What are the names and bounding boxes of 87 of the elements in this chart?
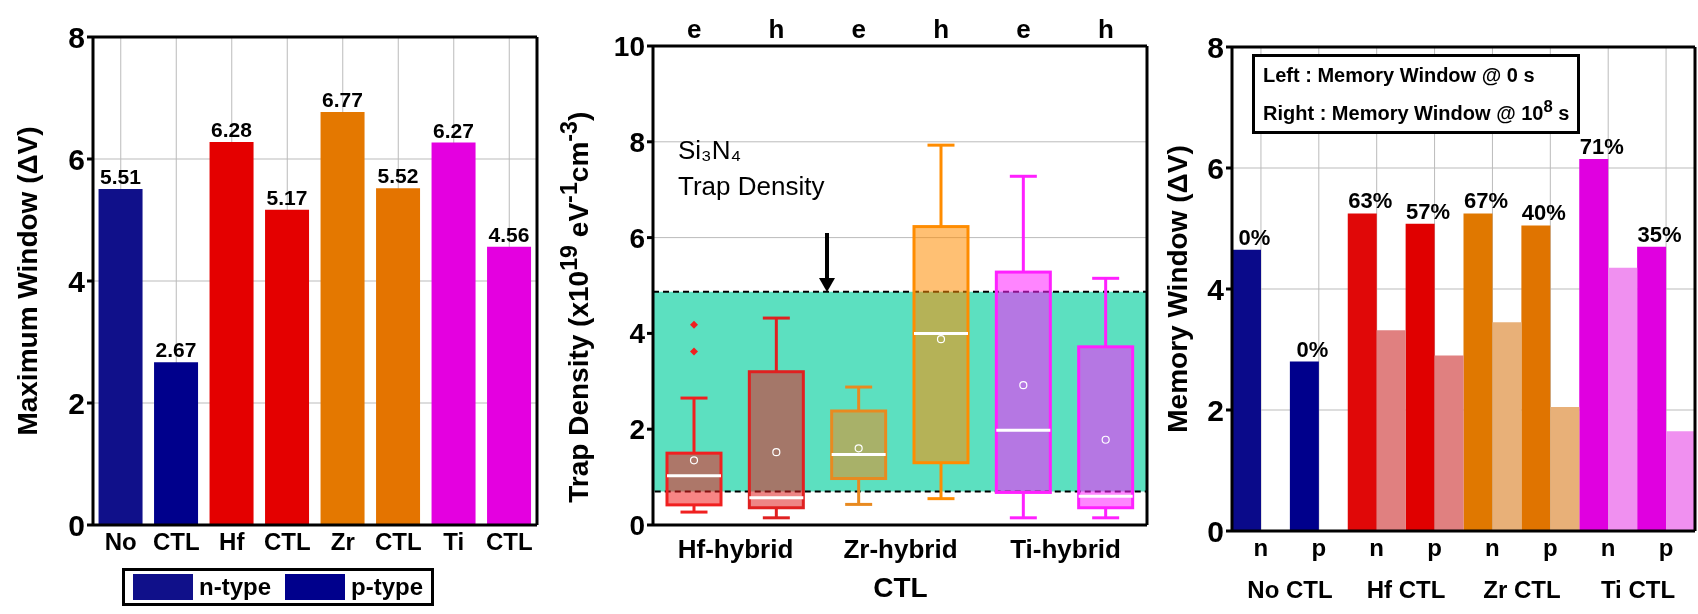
x-tick-label: n — [1369, 534, 1385, 562]
x-tick-label: p — [1311, 534, 1327, 562]
x-tick-label: e — [1016, 14, 1031, 44]
y-tick-label: 2 — [68, 386, 85, 420]
bar — [1376, 330, 1406, 531]
bar — [320, 112, 365, 525]
x-tick-label: Zr — [330, 528, 355, 556]
x-tick-label: p — [1542, 534, 1558, 562]
x-tick-label: CTL — [374, 528, 422, 556]
data-label: 5.51 — [100, 164, 142, 188]
text: Hf CTL — [1366, 576, 1446, 603]
x-tick-label: h — [1097, 14, 1114, 44]
y-tick-label: 2 — [629, 414, 645, 446]
legend-label: n-type — [199, 573, 271, 601]
text: Zr CTL — [1483, 576, 1561, 603]
x-tick-label: n — [1485, 534, 1500, 562]
data-label: 6.28 — [211, 117, 253, 141]
annotation: Left : Memory Window @ 0 s — [1263, 63, 1536, 88]
y-tick-label: 10 — [613, 30, 645, 62]
annotation: 63% — [1348, 188, 1393, 214]
legend-label: p-type — [351, 573, 423, 601]
bar — [1550, 406, 1580, 531]
y-tick-label: 0 — [629, 509, 645, 541]
y-tick-label: 8 — [68, 20, 85, 54]
annotation: 71% — [1579, 133, 1624, 159]
text: Hf-hybrid — [676, 534, 795, 565]
annotation: 40% — [1521, 200, 1566, 226]
y-tick-label: 4 — [1207, 272, 1225, 306]
bar — [1347, 213, 1377, 531]
y-tick-label: 6 — [68, 142, 85, 176]
x-tick-label: e — [686, 14, 702, 44]
data-label: 2.67 — [155, 338, 197, 362]
text: Ti CTL — [1600, 576, 1676, 603]
x-tick-label: h — [933, 14, 950, 44]
bar — [1637, 246, 1667, 531]
x-tick-label: h — [768, 14, 785, 44]
y-axis-title: Maximum Window (ΔV) — [12, 125, 44, 436]
band-label: Si₃N₄ Trap Density — [678, 134, 825, 204]
x-tick-label: n — [1600, 534, 1616, 562]
y-tick-label: 0 — [68, 508, 85, 542]
x-tick-label: p — [1658, 534, 1674, 562]
x-tick-label: n — [1253, 534, 1269, 562]
annotation: Right : Memory Window @ 10$^{8}$ s — [1263, 96, 1570, 126]
data-label: 4.56 — [488, 222, 530, 246]
bar — [1579, 158, 1609, 531]
y-tick-label: 0 — [1207, 514, 1224, 548]
data-label: 6.77 — [322, 88, 363, 112]
text: No CTL — [1247, 576, 1333, 603]
x-tick-label: CTL — [485, 528, 533, 556]
x-tick-label: p — [1427, 534, 1442, 562]
bar — [154, 362, 199, 525]
y-tick-label: 4 — [629, 318, 646, 350]
data-label: 6.27 — [433, 118, 474, 142]
bar — [1434, 355, 1464, 531]
bar — [1608, 267, 1638, 531]
text: Zr-hybrid — [842, 534, 959, 565]
y-tick-label: 4 — [68, 264, 86, 298]
bar — [1405, 223, 1435, 531]
x-tick-label: Hf — [219, 528, 246, 556]
annotation: 35% — [1637, 221, 1682, 247]
x-tick-label: e — [851, 14, 867, 44]
data-label: 5.17 — [266, 185, 308, 209]
bar — [1289, 361, 1319, 531]
annotation: 57% — [1406, 198, 1451, 224]
data-label: 5.52 — [377, 164, 419, 188]
annotation: 0% — [1238, 224, 1271, 250]
y-tick-label: 8 — [629, 126, 645, 158]
x-axis-title: CTL — [872, 572, 929, 604]
bar — [1232, 249, 1261, 531]
y-axis-title: Memory Window (ΔV) — [1162, 144, 1194, 433]
x-tick-label: CTL — [152, 528, 200, 556]
y-tick-label: 2 — [1207, 393, 1224, 427]
bar — [98, 188, 143, 525]
bar — [1666, 431, 1696, 531]
bar — [1521, 225, 1551, 531]
bar — [1492, 322, 1522, 531]
y-tick-label: 8 — [1207, 30, 1224, 64]
bar — [376, 188, 421, 525]
x-tick-label: CTL — [263, 528, 311, 556]
bar — [1463, 213, 1493, 531]
x-tick-label: Ti — [443, 528, 465, 556]
y-tick-label: 6 — [629, 222, 645, 254]
annotation: 0% — [1296, 336, 1329, 362]
annotation: 67% — [1463, 188, 1509, 214]
y-tick-label: 6 — [1207, 151, 1224, 185]
text: Ti-hybrid — [1009, 534, 1122, 565]
x-tick-label: No — [104, 528, 137, 556]
